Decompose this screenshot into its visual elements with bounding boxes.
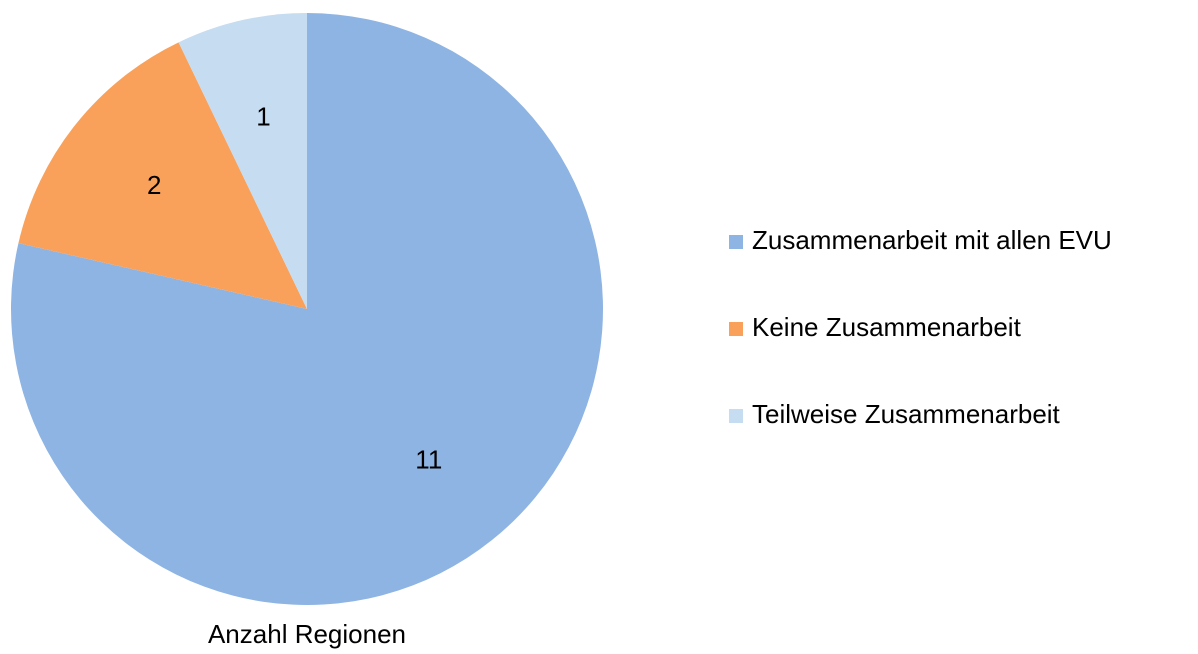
data-label: 1 <box>256 101 270 131</box>
chart-title: Anzahl Regionen <box>208 619 406 649</box>
legend-label: Teilweise Zusammenarbeit <box>752 399 1061 429</box>
legend-swatch <box>729 235 743 249</box>
legend-label: Zusammenarbeit mit allen EVU <box>752 225 1112 255</box>
legend-label: Keine Zusammenarbeit <box>752 312 1022 342</box>
pie-slice <box>178 13 307 309</box>
pie-slice <box>18 42 308 310</box>
legend-swatch <box>729 409 743 423</box>
legend-swatch <box>729 322 743 336</box>
data-label: 11 <box>415 445 442 475</box>
data-label: 2 <box>147 170 161 200</box>
